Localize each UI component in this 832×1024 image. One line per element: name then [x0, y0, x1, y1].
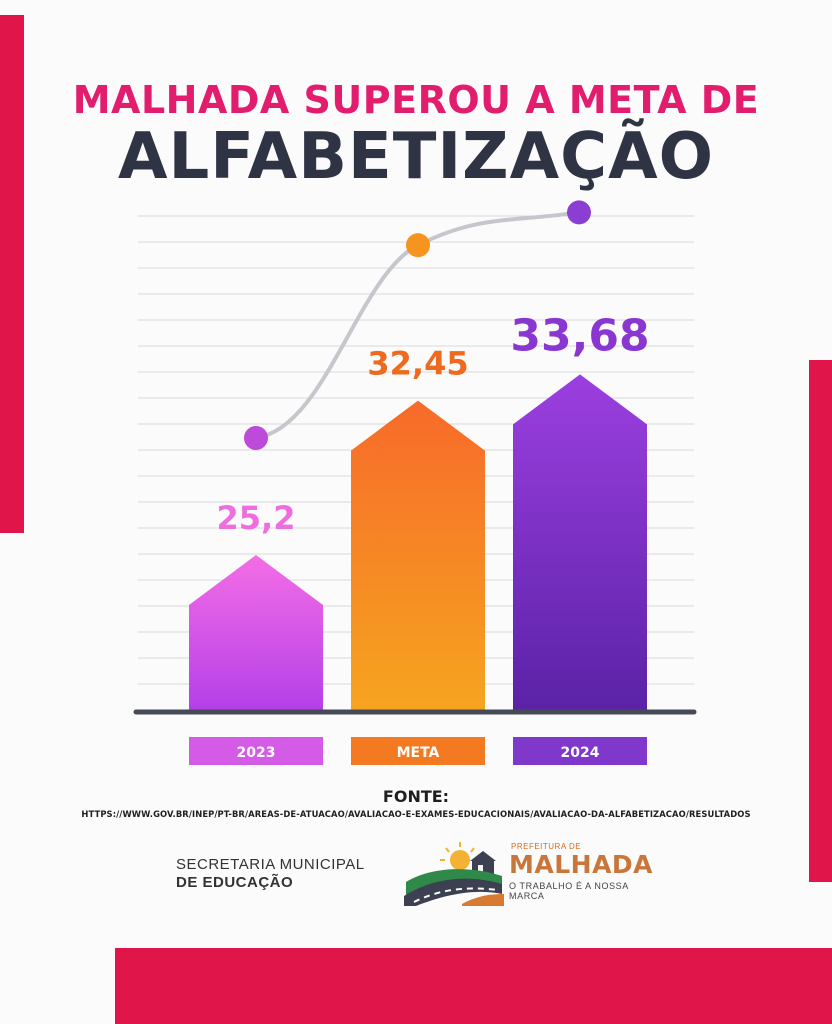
value-label-2024: 33,68 [510, 310, 649, 361]
value-label-2023: 25,2 [217, 499, 296, 537]
title-line-2: ALFABETIZAÇÃO [117, 120, 715, 194]
road-landscape-icon [404, 842, 504, 906]
secretaria-line-1: SECRETARIA MUNICIPAL [176, 856, 365, 873]
prefeitura-logo: PREFEITURA DE MALHADA O TRABALHO É A NOS… [402, 838, 662, 908]
category-label-2024: 2024 [561, 745, 600, 761]
secretaria-line-2: DE EDUCAÇÃO [176, 874, 294, 891]
source-label: FONTE: [382, 787, 450, 806]
bar-chart: 25,2 32,45 33,68 2023 META 2024 [133, 200, 697, 765]
category-label-meta: META [397, 745, 440, 761]
logo-small-text: PREFEITURA DE [511, 842, 582, 851]
decorative-bar-left [0, 15, 24, 533]
category-label-2023: 2023 [237, 745, 276, 761]
category-box-meta [351, 737, 485, 765]
logo-tagline: O TRABALHO É A NOSSA MARCA [509, 881, 629, 901]
value-label-meta: 32,45 [367, 345, 468, 383]
category-box-2024 [513, 737, 647, 765]
title-line-1: MALHADA SUPEROU A META DE [72, 78, 760, 122]
decorative-bar-right [809, 360, 832, 882]
logo-name: MALHADA [509, 850, 654, 879]
source-url: HTTPS://WWW.GOV.BR/INEP/PT-BR/AREAS-DE-A… [81, 809, 751, 819]
bar-2024 [513, 374, 647, 712]
decorative-bar-bottom [115, 948, 832, 1024]
bar-2023 [189, 555, 323, 712]
category-box-2023 [189, 737, 323, 765]
trend-dot-meta [406, 233, 430, 258]
trend-dot-2023 [244, 426, 268, 450]
trend-dot-2024 [567, 200, 591, 225]
bar-meta [351, 400, 485, 712]
